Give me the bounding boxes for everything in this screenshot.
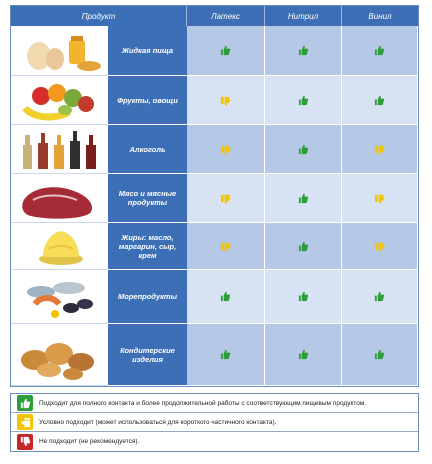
thumb-up-icon xyxy=(298,95,309,106)
product-name: Фрукты, овощи xyxy=(108,76,187,125)
thumb-up-icon xyxy=(298,144,309,155)
egg-honey-icon xyxy=(11,26,108,76)
thumb-sideways-icon xyxy=(220,144,231,155)
thumb-up-icon xyxy=(220,291,231,302)
thumb-sideways-icon xyxy=(220,193,231,204)
header-nitrile: Нитрил xyxy=(265,6,342,26)
thumb-sideways-icon xyxy=(374,144,385,155)
thumb-up-icon xyxy=(298,193,309,204)
legend-conditional: Условно подходит (может использоваться д… xyxy=(11,413,418,432)
cell-latex xyxy=(187,174,265,223)
table-row: Жидкая пища xyxy=(11,26,418,76)
header-vinyl: Винил xyxy=(342,6,418,26)
thumb-sideways-icon xyxy=(220,241,231,252)
legend-good-text: Подходит для полного контакта и более пр… xyxy=(39,399,367,407)
table-row: Морепродукты xyxy=(11,270,418,324)
fruits-vegetables-icon xyxy=(11,76,108,125)
cell-nitrile xyxy=(265,223,342,270)
seafood-icon xyxy=(11,270,108,324)
product-name: Кондитерские изделия xyxy=(108,324,187,386)
cell-vinyl xyxy=(342,76,418,125)
cell-latex xyxy=(187,26,265,76)
thumb-up-icon xyxy=(374,45,385,56)
cell-nitrile xyxy=(265,270,342,324)
thumb-down-icon xyxy=(17,433,33,450)
legend-good: Подходит для полного контакта и более пр… xyxy=(11,394,418,413)
thumb-up-icon xyxy=(17,395,33,411)
thumb-up-icon xyxy=(298,349,309,360)
cell-latex xyxy=(187,223,265,270)
cell-vinyl xyxy=(342,26,418,76)
cell-vinyl xyxy=(342,324,418,386)
thumb-sideways-icon xyxy=(374,193,385,204)
cell-vinyl xyxy=(342,270,418,324)
product-name: Алкоголь xyxy=(108,125,187,174)
cell-latex xyxy=(187,324,265,386)
cell-vinyl xyxy=(342,223,418,270)
bottles-icon xyxy=(11,125,108,174)
header-product: Продукт xyxy=(11,6,187,26)
header-latex: Латекс xyxy=(187,6,265,26)
product-name: Жидкая пища xyxy=(108,26,187,76)
thumb-sideways-icon xyxy=(374,241,385,252)
table-row: Алкоголь xyxy=(11,125,418,174)
thumb-up-icon xyxy=(374,349,385,360)
thumb-sideways-icon xyxy=(17,414,33,430)
cell-vinyl xyxy=(342,125,418,174)
meat-icon xyxy=(11,174,108,223)
cell-nitrile xyxy=(265,26,342,76)
product-name: Мясо и мясные продукты xyxy=(108,174,187,223)
thumb-up-icon xyxy=(220,45,231,56)
legend: Подходит для полного контакта и более пр… xyxy=(10,393,419,452)
product-name: Морепродукты xyxy=(108,270,187,324)
thumb-up-icon xyxy=(298,291,309,302)
cell-vinyl xyxy=(342,174,418,223)
cell-latex xyxy=(187,76,265,125)
product-name: Жиры: масло, маргарин, сыр, крем xyxy=(108,223,187,270)
compatibility-table: Продукт Латекс Нитрил Винил Жидкая пища Ф… xyxy=(10,5,419,387)
table-row: Кондитерские изделия xyxy=(11,324,418,386)
butter-icon xyxy=(11,223,108,270)
legend-conditional-text: Условно подходит (может использоваться д… xyxy=(39,418,277,426)
cell-latex xyxy=(187,270,265,324)
cell-nitrile xyxy=(265,76,342,125)
thumb-up-icon xyxy=(374,95,385,106)
table-row: Мясо и мясные продукты xyxy=(11,174,418,223)
table-row: Фрукты, овощи xyxy=(11,76,418,125)
cell-latex xyxy=(187,125,265,174)
cell-nitrile xyxy=(265,125,342,174)
table-row: Жиры: масло, маргарин, сыр, крем xyxy=(11,223,418,270)
legend-bad: Не подходит (не рекомендуется). xyxy=(11,432,418,451)
thumb-up-icon xyxy=(298,45,309,56)
thumb-up-icon xyxy=(298,241,309,252)
legend-bad-text: Не подходит (не рекомендуется). xyxy=(39,438,140,445)
cell-nitrile xyxy=(265,174,342,223)
cell-nitrile xyxy=(265,324,342,386)
thumb-sideways-icon xyxy=(220,95,231,106)
thumb-up-icon xyxy=(374,291,385,302)
pastry-icon xyxy=(11,324,108,386)
thumb-up-icon xyxy=(220,349,231,360)
